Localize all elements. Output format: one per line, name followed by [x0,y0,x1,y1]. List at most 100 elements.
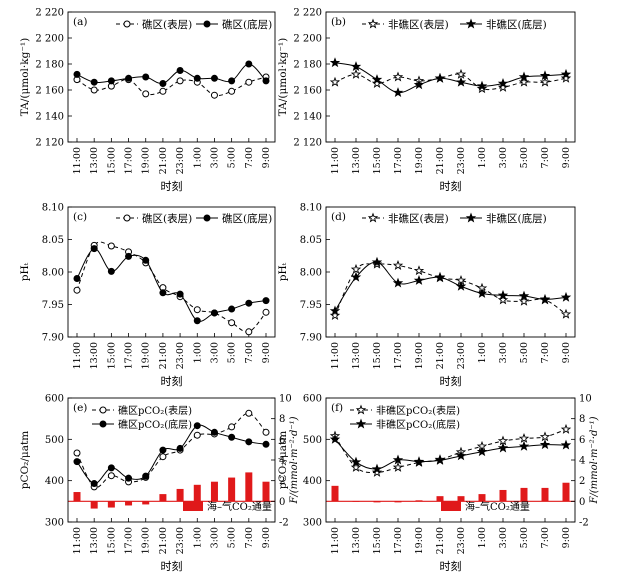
y2-tick-label: 2 [579,476,585,487]
y-tick-label: 8.10 [42,203,64,214]
x-tick-label: 9:00 [561,342,572,363]
x-tick-label: 11:00 [330,342,341,369]
panel-label: (b) [331,16,346,28]
data-point [518,433,530,443]
data-point [497,81,509,92]
data-point [193,317,201,325]
x-tick-label: 7:00 [540,527,551,548]
x-tick-label: 15:00 [372,527,383,554]
data-point [193,431,201,439]
data-point [125,252,133,260]
x-tick-label: 23:00 [175,527,186,554]
series-line [334,428,567,473]
data-point [159,80,167,87]
plot-frame [325,206,576,338]
data-point [262,77,270,85]
flux-bar [107,501,115,508]
data-point [455,68,467,79]
series-line [334,62,567,94]
data-point [228,87,236,95]
data-point [176,67,184,74]
data-point [329,57,341,68]
x-axis-label: 时刻 [440,374,462,388]
data-point [107,464,115,472]
legend-marker [203,214,211,222]
data-point [455,76,467,87]
panel-b: 2 120 2 140 2 160 2 180 2 200 2 220 11:00 13:00… [277,8,576,193]
x-tick-label: 21:00 [435,342,446,369]
y-tick-label: 2 220 [293,8,322,19]
x-tick-label: 7:00 [540,147,551,168]
legend-marker [355,418,367,429]
x-tick-label: 21:00 [158,527,169,554]
legend-marker [123,214,131,222]
legend-label: 礁区pCO₂(底层) [118,418,192,431]
flux-bar [193,484,201,502]
x-tick-label: 23:00 [175,147,186,174]
x-tick-label: 1:00 [477,342,488,363]
data-point [125,74,133,82]
x-tick-label: 3:00 [498,342,509,363]
flux-bar [142,501,150,505]
data-point [497,442,509,453]
x-tick-label: 1:00 [477,147,488,168]
legend-marker [465,212,477,223]
y-tick-label: 7.95 [42,300,64,311]
series-line [334,263,567,316]
x-tick-label: 3:00 [209,342,220,363]
plot-frame [325,11,576,143]
legend-marker [123,20,131,28]
data-point [518,71,530,82]
data-point [142,256,150,264]
data-point [159,87,167,95]
legend-label: 非礁区(底层) [486,212,547,225]
flux-bar [478,494,486,502]
x-tick-label: 9:00 [261,147,272,168]
x-tick-label: 13:00 [351,342,362,369]
data-point [371,466,383,477]
data-point [193,74,201,82]
flux-bar [245,472,253,502]
data-point [107,472,115,480]
data-point [142,472,150,480]
legend-marker [99,406,107,414]
x-tick-label: 13:00 [89,527,100,554]
data-point [350,271,362,282]
data-point [371,256,383,267]
y-axis-label: pHₜ [277,262,289,281]
series-line [334,261,567,312]
data-point [210,74,218,82]
x-axis-label: 时刻 [161,179,183,193]
y2-axis-label: F/(mmol·m⁻²·d⁻¹) [589,416,600,504]
data-point [159,453,167,461]
x-tick-label: 15:00 [106,342,117,369]
legend-bar-label: 海–气CO₂通量 [465,500,530,513]
series-line [76,63,267,85]
y2-tick-label: 4 [279,456,285,467]
data-point [245,438,253,446]
data-point [329,433,341,444]
panel-label: (a) [73,16,87,28]
legend-bar-swatch [441,501,461,511]
data-point [329,305,341,316]
y-tick-label: 300 [45,518,64,529]
data-point [73,286,81,294]
panel-c: 7.90 7.95 8.00 8.05 8.10 11:00 13:00 15:00 17:00… [19,203,276,388]
data-point [392,277,404,288]
legend-label: 非礁区pCO₂(表层) [376,404,460,417]
data-point [210,91,218,99]
x-tick-label: 11:00 [72,147,83,174]
flux-bar [73,492,81,502]
y2-tick-label: 8 [279,414,285,425]
data-point [392,71,404,82]
x-tick-label: 13:00 [89,147,100,174]
data-point [245,328,253,336]
y2-tick-label: -2 [279,518,289,529]
data-point [210,309,218,317]
data-point [90,245,98,253]
data-point [413,265,425,276]
y2-tick-label: 8 [579,414,585,425]
x-tick-label: 7:00 [540,342,551,363]
data-point [392,87,404,98]
data-point [413,456,425,467]
